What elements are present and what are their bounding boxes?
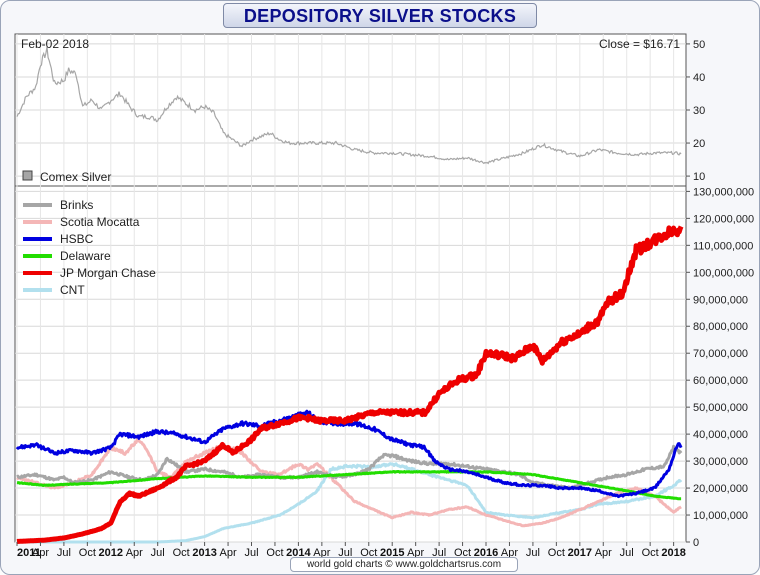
x-tick-label: 2015 — [380, 547, 404, 559]
series-line-delaware — [16, 470, 682, 501]
comex-silver-line — [16, 46, 682, 165]
bottom-y-tick-label: 90,000,000 — [693, 294, 748, 306]
bottom-y-tick-label: 0 — [693, 537, 699, 549]
bottom-y-tick-label: 20,000,000 — [693, 483, 748, 495]
bottom-y-tick-label: 60,000,000 — [693, 375, 748, 387]
x-tick-label: Jul — [526, 547, 540, 559]
x-tick-label: Apr — [313, 547, 330, 559]
top-grid — [15, 34, 686, 186]
legend-label: HSBC — [60, 232, 94, 246]
x-tick-label: Oct — [360, 547, 377, 559]
top-y-tick-label: 20 — [693, 138, 705, 150]
x-tick-label: Jul — [151, 547, 165, 559]
series-line-scotia-mocatta — [16, 437, 682, 528]
x-tick-label: Apr — [501, 547, 518, 559]
x-tick-label: Oct — [79, 547, 96, 559]
x-tick-label: Apr — [407, 547, 424, 559]
bottom-y-tick-label: 110,000,000 — [693, 240, 753, 252]
x-tick-label: Oct — [266, 547, 283, 559]
x-tick-label: Jul — [620, 547, 634, 559]
x-tick-label: Jul — [338, 547, 352, 559]
chart-title: DEPOSITORY SILVER STOCKS — [223, 3, 537, 28]
bottom-series — [15, 225, 684, 544]
top-y-tick-label: 30 — [693, 105, 705, 117]
legend-label: Brinks — [60, 198, 93, 212]
series-line-hsbc — [15, 409, 683, 499]
legend-label: CNT — [60, 283, 85, 297]
top-y-tick-label: 10 — [693, 171, 705, 183]
bottom-y-tick-label: 10,000,000 — [693, 510, 748, 522]
x-tick-label: Oct — [548, 547, 565, 559]
x-tick-label: 2016 — [474, 547, 498, 559]
x-tick-label: 2011 — [17, 547, 41, 559]
x-tick-label: 2018 — [661, 547, 685, 559]
top-date-label: Feb-02 2018 — [21, 37, 89, 51]
x-tick-label: Jul — [244, 547, 258, 559]
x-tick-label: Oct — [454, 547, 471, 559]
x-tick-label: Jul — [432, 547, 446, 559]
top-legend-label: Comex Silver — [40, 170, 111, 184]
x-tick-label: Oct — [642, 547, 659, 559]
footer-credit: world gold charts © www.goldchartsrus.co… — [290, 557, 518, 572]
legend-label: Delaware — [60, 249, 111, 263]
series-line-cnt — [16, 462, 683, 544]
top-close-label: Close = $16.71 — [599, 37, 680, 51]
top-series — [16, 46, 682, 165]
bottom-y-tick-label: 70,000,000 — [693, 348, 748, 360]
x-tick-label: 2012 — [99, 547, 123, 559]
x-tick-label: Jul — [57, 547, 71, 559]
bottom-y-tick-label: 80,000,000 — [693, 321, 748, 333]
legend-label: JP Morgan Chase — [60, 266, 156, 280]
bottom-y-tick-label: 50,000,000 — [693, 402, 748, 414]
legend: Brinks Scotia Mocatta HSBC Delaware JP Morga… — [23, 198, 156, 297]
x-tick-label: 2014 — [286, 547, 311, 559]
bottom-y-tick-label: 120,000,000 — [693, 213, 754, 225]
bottom-y-tick-label: 30,000,000 — [693, 456, 748, 468]
x-tick-label: Apr — [219, 547, 236, 559]
bottom-y-axis: 0 10,000,000 20,000,000 30,000,000 40,000,00… — [686, 186, 754, 549]
x-tick-label: Oct — [173, 547, 190, 559]
x-tick-label: 2013 — [192, 547, 216, 559]
top-y-tick-label: 40 — [693, 72, 705, 84]
bottom-y-tick-label: 130,000,000 — [693, 186, 754, 198]
top-y-tick-label: 50 — [693, 39, 705, 51]
bottom-y-tick-label: 40,000,000 — [693, 429, 748, 441]
top-y-axis: 10 20 30 40 50 — [686, 39, 705, 183]
x-tick-label: Apr — [126, 547, 143, 559]
x-tick-label: 2017 — [568, 547, 592, 559]
top-legend-swatch — [22, 170, 33, 181]
legend-label: Scotia Mocatta — [60, 215, 140, 229]
series-line-jp-morgan-chase — [15, 225, 684, 544]
x-tick-label: Apr — [595, 547, 612, 559]
x-tick-label: Apr — [32, 547, 49, 559]
bottom-y-tick-label: 100,000,000 — [693, 267, 754, 279]
